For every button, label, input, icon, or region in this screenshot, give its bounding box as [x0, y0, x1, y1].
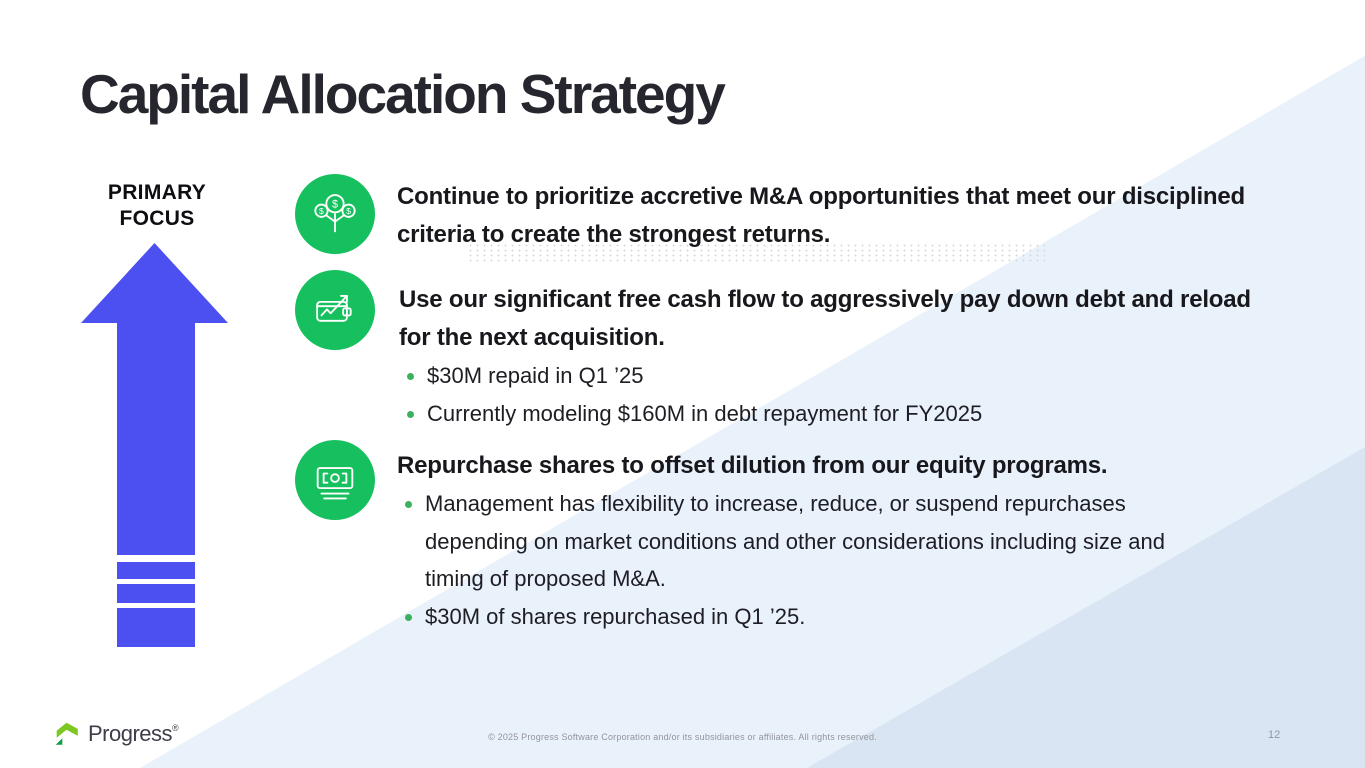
heading-line: criteria to create the strongest returns… [397, 221, 831, 248]
block-heading: Repurchase shares to offset dilution fro… [397, 447, 1342, 485]
page-title: Capital Allocation Strategy [80, 63, 726, 125]
heading-line: Repurchase shares to offset dilution fro… [397, 452, 1108, 479]
up-arrow-icon [81, 243, 228, 647]
banknote-icon [295, 440, 375, 520]
progress-logo-text: Progress® [88, 721, 179, 746]
svg-text:$: $ [346, 206, 351, 216]
bullet-text: timing of proposed M&A. [425, 566, 666, 591]
content-block-debt: Use our significant free cash flow to ag… [399, 281, 1344, 432]
heading-line: Use our significant free cash flow to ag… [399, 286, 1251, 313]
bullet-dot-icon [405, 613, 412, 621]
bullet-text: $30M of shares repurchased in Q1 ’25. [425, 603, 806, 629]
progress-logo-icon [55, 722, 78, 745]
bullet-text: Currently modeling $160M in debt repayme… [427, 400, 983, 426]
registered-mark: ® [172, 723, 179, 733]
bullet-dot-icon [405, 501, 412, 508]
primary-focus-line2: FOCUS [119, 207, 195, 230]
bullet-item: Management has flexibility to increase, … [397, 485, 1342, 598]
content-block-ma: Continue to prioritize accretive M&A opp… [397, 178, 1342, 254]
bullet-text: depending on market conditions and other… [425, 528, 1165, 554]
wallet-growth-icon [295, 270, 375, 350]
primary-focus-label: PRIMARY FOCUS [62, 180, 252, 232]
bullet-dot-icon [407, 410, 414, 418]
block-heading: Use our significant free cash flow to ag… [399, 281, 1344, 357]
heading-line: for the next acquisition. [399, 324, 665, 351]
svg-text:$: $ [332, 198, 338, 210]
bullet-dot-icon [407, 373, 414, 380]
progress-logo: Progress® [52, 719, 179, 749]
money-tree-icon: $ $ $ [295, 174, 375, 254]
bullet-text: Management has flexibility to increase, … [425, 491, 1126, 516]
content-block-repurchase: Repurchase shares to offset dilution fro… [397, 447, 1342, 635]
page-number: 12 [1268, 729, 1281, 741]
dotted-texture [467, 243, 1045, 263]
bullet-text: $30M repaid in Q1 ’25 [427, 363, 644, 388]
svg-text:$: $ [319, 206, 324, 216]
heading-line: Continue to prioritize accretive M&A opp… [397, 183, 1245, 210]
bullet-item: $30M repaid in Q1 ’25 [399, 357, 1344, 395]
bullet-item: $30M of shares repurchased in Q1 ’25. [397, 598, 1342, 636]
primary-focus-line1: PRIMARY [107, 181, 207, 204]
block-heading: Continue to prioritize accretive M&A opp… [397, 178, 1342, 254]
bullet-item: Currently modeling $160M in debt repayme… [399, 395, 1344, 433]
copyright-text: © 2025 Progress Software Corporation and… [488, 732, 877, 742]
